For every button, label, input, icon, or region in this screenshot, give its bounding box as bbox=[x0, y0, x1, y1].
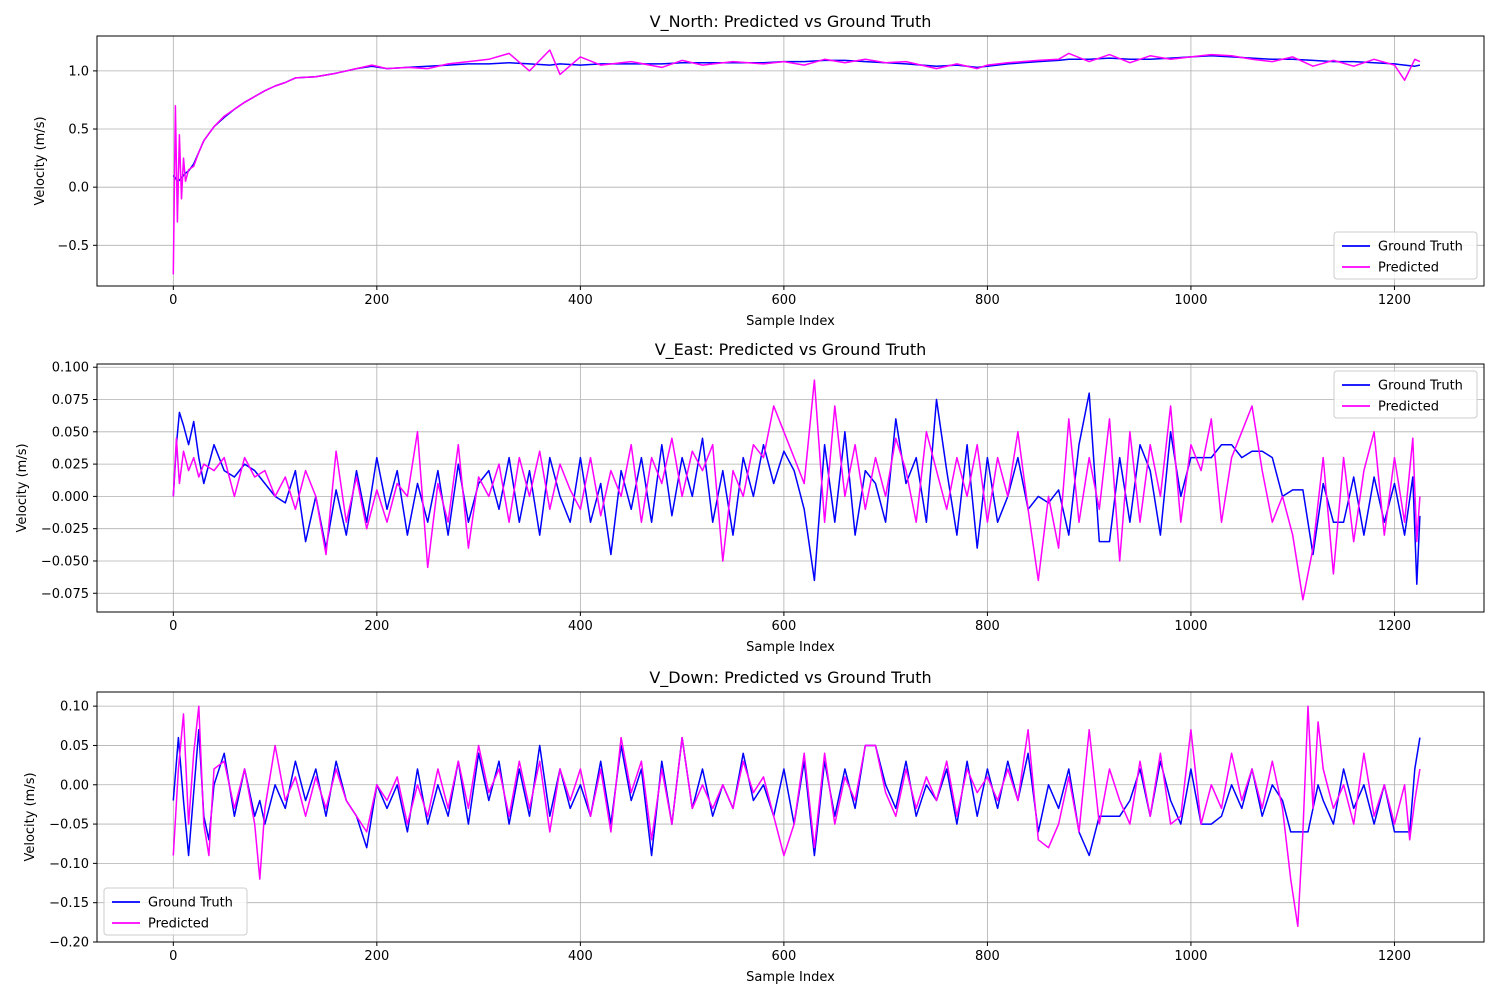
y-tick-label: 0.5 bbox=[68, 123, 89, 138]
y-tick-label: 0.050 bbox=[52, 425, 89, 440]
legend-entry-label: Predicted bbox=[148, 917, 209, 932]
x-tick-label: 0 bbox=[169, 293, 177, 308]
y-tick-label: 0.025 bbox=[52, 458, 89, 473]
y-tick-label: −0.10 bbox=[49, 857, 89, 872]
x-axis-label-east: Sample Index bbox=[746, 640, 835, 655]
y-tick-label: 0.100 bbox=[52, 361, 89, 376]
x-tick-label: 1000 bbox=[1174, 293, 1207, 308]
y-tick-label: −0.025 bbox=[41, 522, 89, 537]
x-tick-label: 200 bbox=[364, 293, 389, 308]
legend-entry-label: Ground Truth bbox=[1378, 240, 1463, 255]
x-tick-label: 0 bbox=[169, 619, 177, 634]
y-tick-label: −0.20 bbox=[49, 936, 89, 951]
x-axis-label-north: Sample Index bbox=[746, 314, 835, 329]
x-tick-label: 1200 bbox=[1378, 949, 1411, 964]
series-line-predicted-down bbox=[172, 705, 1421, 928]
grid-down bbox=[97, 692, 1484, 943]
grid-north bbox=[97, 36, 1484, 286]
series-line-ground-truth-east bbox=[172, 392, 1421, 585]
y-tick-label: −0.05 bbox=[49, 818, 89, 833]
x-tick-label: 400 bbox=[568, 293, 593, 308]
y-axis-label-down: Velocity (m/s) bbox=[23, 772, 38, 861]
series-line-predicted-east bbox=[172, 379, 1421, 601]
x-tick-label: 600 bbox=[771, 949, 796, 964]
legend-entry-label: Predicted bbox=[1378, 400, 1439, 415]
y-tick-label: 1.0 bbox=[68, 64, 89, 79]
x-tick-label: 200 bbox=[364, 949, 389, 964]
y-tick-label: 0.0 bbox=[68, 181, 89, 196]
y-axis-label-east: Velocity (m/s) bbox=[15, 443, 30, 532]
series-line-predicted-north bbox=[172, 49, 1421, 275]
axes-frame-down bbox=[96, 691, 1485, 943]
x-tick-label: 1200 bbox=[1378, 293, 1411, 308]
y-tick-label: 0.10 bbox=[60, 700, 89, 715]
x-tick-label: 200 bbox=[364, 619, 389, 634]
x-tick-label: 400 bbox=[568, 619, 593, 634]
y-tick-label: 0.05 bbox=[60, 739, 89, 754]
axes-frame-north bbox=[96, 35, 1485, 287]
legend-north: Ground Truth Predicted bbox=[1333, 231, 1478, 280]
chart-title-down: V_Down: Predicted vs Ground Truth bbox=[649, 668, 931, 688]
y-tick-label: −0.15 bbox=[49, 896, 89, 911]
x-tick-label: 600 bbox=[771, 619, 796, 634]
y-tick-label: −0.075 bbox=[41, 587, 89, 602]
legend-down: Ground Truth Predicted bbox=[103, 887, 248, 936]
y-tick-label: 0.00 bbox=[60, 778, 89, 793]
panel-east: 0 200 400 600 800 1000 1200 −0.075 −0.050 −0.025 0… bbox=[15, 340, 1485, 655]
x-axis-label-down: Sample Index bbox=[746, 970, 835, 985]
legend-entry-label: Predicted bbox=[1378, 261, 1439, 276]
y-tick-label: −0.5 bbox=[57, 239, 89, 254]
x-tick-label: 0 bbox=[169, 949, 177, 964]
y-tick-label: 0.000 bbox=[52, 490, 89, 505]
series-line-ground-truth-down bbox=[172, 728, 1421, 857]
panel-down: 0 200 400 600 800 1000 1200 −0.20 −0.15 −0.10 −0.0… bbox=[23, 668, 1485, 985]
x-tick-label: 1000 bbox=[1174, 949, 1207, 964]
x-tick-label: 800 bbox=[975, 949, 1000, 964]
series-line-ground-truth-north bbox=[172, 55, 1421, 183]
legend-east: Ground Truth Predicted bbox=[1333, 370, 1478, 419]
chart-title-east: V_East: Predicted vs Ground Truth bbox=[655, 340, 927, 360]
axes-frame-east bbox=[96, 363, 1485, 613]
x-tick-label: 400 bbox=[568, 949, 593, 964]
grid-east bbox=[97, 364, 1484, 612]
legend-entry-label: Ground Truth bbox=[148, 896, 233, 911]
y-tick-label: −0.050 bbox=[41, 554, 89, 569]
y-axis-label-north: Velocity (m/s) bbox=[33, 116, 48, 205]
x-tick-label: 800 bbox=[975, 619, 1000, 634]
x-tick-label: 800 bbox=[975, 293, 1000, 308]
legend-entry-label: Ground Truth bbox=[1378, 379, 1463, 394]
x-tick-label: 1000 bbox=[1174, 619, 1207, 634]
y-tick-label: 0.075 bbox=[52, 393, 89, 408]
x-tick-label: 1200 bbox=[1378, 619, 1411, 634]
x-tick-label: 600 bbox=[771, 293, 796, 308]
chart-title-north: V_North: Predicted vs Ground Truth bbox=[650, 12, 932, 32]
panel-north: 0 200 400 600 800 1000 1200 −0.5 0.0 0.5 1.0 V_Nort… bbox=[33, 12, 1485, 329]
